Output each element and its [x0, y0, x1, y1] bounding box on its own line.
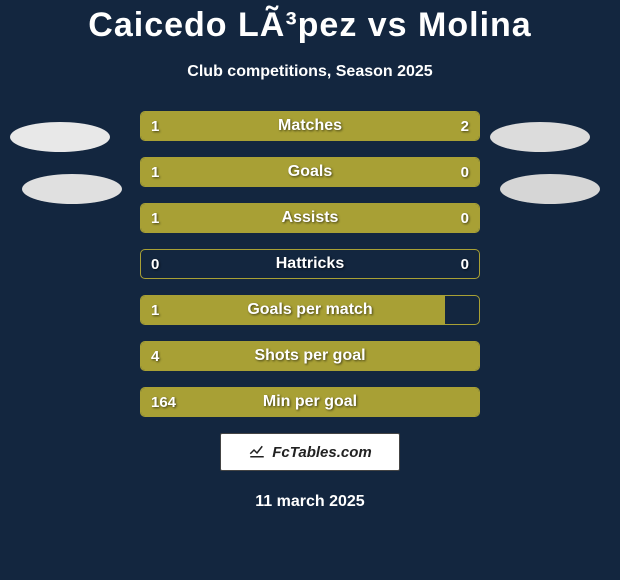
- avatar-left-bot: [22, 174, 122, 204]
- avatar-right-top: [490, 122, 590, 152]
- avatar-left-top: [10, 122, 110, 152]
- stat-label: Matches: [141, 112, 479, 140]
- value-right: 0: [461, 158, 469, 186]
- fctables-badge[interactable]: FcTables.com: [220, 433, 400, 471]
- stat-row: 164Min per goal: [140, 387, 480, 417]
- chart-icon: [248, 441, 266, 463]
- stat-label: Goals: [141, 158, 479, 186]
- stat-label: Hattricks: [141, 250, 479, 278]
- subtitle: Club competitions, Season 2025: [0, 63, 620, 81]
- stat-label: Assists: [141, 204, 479, 232]
- value-right: 0: [461, 204, 469, 232]
- stat-row: 0Hattricks0: [140, 249, 480, 279]
- value-right: 2: [461, 112, 469, 140]
- stat-label: Min per goal: [141, 388, 479, 416]
- badge-text: FcTables.com: [272, 444, 371, 461]
- avatar-right-bot: [500, 174, 600, 204]
- date-text: 11 march 2025: [0, 493, 620, 511]
- value-right: 0: [461, 250, 469, 278]
- comparison-bars: 1Matches21Goals01Assists00Hattricks01Goa…: [140, 111, 480, 417]
- stat-row: 1Goals0: [140, 157, 480, 187]
- stat-label: Goals per match: [141, 296, 479, 324]
- stat-row: 4Shots per goal: [140, 341, 480, 371]
- stat-row: 1Goals per match: [140, 295, 480, 325]
- stat-row: 1Assists0: [140, 203, 480, 233]
- stat-row: 1Matches2: [140, 111, 480, 141]
- stat-label: Shots per goal: [141, 342, 479, 370]
- page-title: Caicedo LÃ³pez vs Molina: [0, 0, 620, 45]
